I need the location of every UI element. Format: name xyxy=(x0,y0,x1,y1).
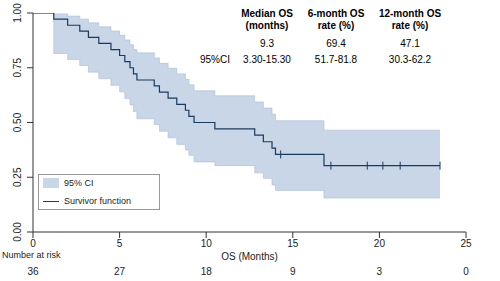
html-text:30.3-62.2: 30.3-62.2 xyxy=(388,54,432,65)
html-text:9.3: 9.3 xyxy=(260,38,274,49)
html-text:Survivor function: Survivor function xyxy=(64,196,131,206)
svg-text:0.00: 0.00 xyxy=(12,222,23,242)
svg-text:18: 18 xyxy=(201,266,213,277)
svg-text:OS (Months): OS (Months) xyxy=(221,251,278,262)
html-text:rate (%): rate (%) xyxy=(391,20,429,31)
html-text:69.4: 69.4 xyxy=(326,38,346,49)
html-text:3.30-15.30: 3.30-15.30 xyxy=(243,54,291,65)
svg-text:0: 0 xyxy=(30,238,36,249)
svg-text:20: 20 xyxy=(374,238,386,249)
html-text:rate (%): rate (%) xyxy=(317,20,355,31)
svg-text:0.50: 0.50 xyxy=(12,112,23,132)
svg-text:0.25: 0.25 xyxy=(12,167,23,187)
svg-text:25: 25 xyxy=(460,238,472,249)
html-text:Median OS: Median OS xyxy=(241,8,293,19)
html-text:Number at risk: Number at risk xyxy=(2,250,61,260)
svg-text:5: 5 xyxy=(117,238,123,249)
html-text:47.1: 47.1 xyxy=(400,38,420,49)
svg-text:15: 15 xyxy=(287,238,299,249)
svg-text:1.00: 1.00 xyxy=(12,3,23,23)
html-text:12-month OS: 12-month OS xyxy=(378,8,442,19)
html-text:51.7-81.8: 51.7-81.8 xyxy=(314,54,358,65)
svg-text:9: 9 xyxy=(290,266,296,277)
svg-text:0.75: 0.75 xyxy=(12,58,23,78)
svg-text:3: 3 xyxy=(377,266,383,277)
html-text:95%CI: 95%CI xyxy=(200,54,230,65)
svg-text:27: 27 xyxy=(114,266,126,277)
html-text:(months): (months) xyxy=(245,20,289,31)
svg-text:0: 0 xyxy=(463,266,469,277)
svg-text:36: 36 xyxy=(27,266,39,277)
html-text:95% CI: 95% CI xyxy=(64,178,94,188)
svg-text:10: 10 xyxy=(201,238,213,249)
html-text:6-month OS: 6-month OS xyxy=(307,8,365,19)
